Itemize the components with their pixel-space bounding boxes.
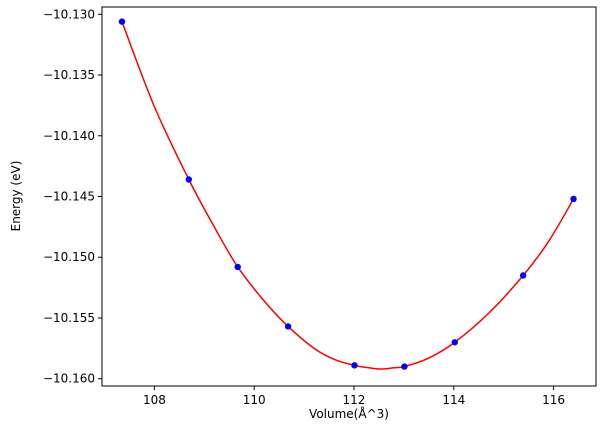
y-tick-label: −10.135: [43, 68, 95, 82]
data-point: [451, 339, 458, 346]
x-axis-ticks: 108 110 112 114 116: [143, 386, 565, 407]
x-tick-label: 114: [442, 393, 465, 407]
x-tick-label: 110: [243, 393, 266, 407]
data-point: [118, 18, 126, 25]
y-axis-label: Energy (eV): [9, 161, 23, 232]
data-point: [185, 176, 193, 183]
x-tick-label: 116: [542, 393, 565, 407]
y-tick-label: −10.155: [43, 311, 95, 325]
x-tick-label: 112: [343, 393, 366, 407]
data-point: [284, 323, 292, 330]
y-tick-label: −10.140: [43, 129, 95, 143]
data-point: [351, 362, 358, 369]
y-tick-label: −10.145: [43, 190, 95, 204]
fit-curve: [121, 21, 575, 370]
y-tick-label: −10.160: [43, 372, 95, 386]
series-layer: [118, 18, 577, 370]
x-tick-label: 108: [143, 393, 166, 407]
x-axis-label: Volume(Å^3): [309, 406, 389, 421]
data-point: [519, 272, 527, 279]
data-point: [234, 263, 241, 271]
y-tick-label: −10.150: [43, 250, 95, 264]
data-point: [570, 195, 577, 203]
data-point: [401, 363, 408, 370]
y-tick-label: −10.130: [43, 7, 95, 21]
y-axis-ticks: −10.130 −10.135 −10.140 −10.145 −10.150 −10.1…: [43, 7, 102, 386]
